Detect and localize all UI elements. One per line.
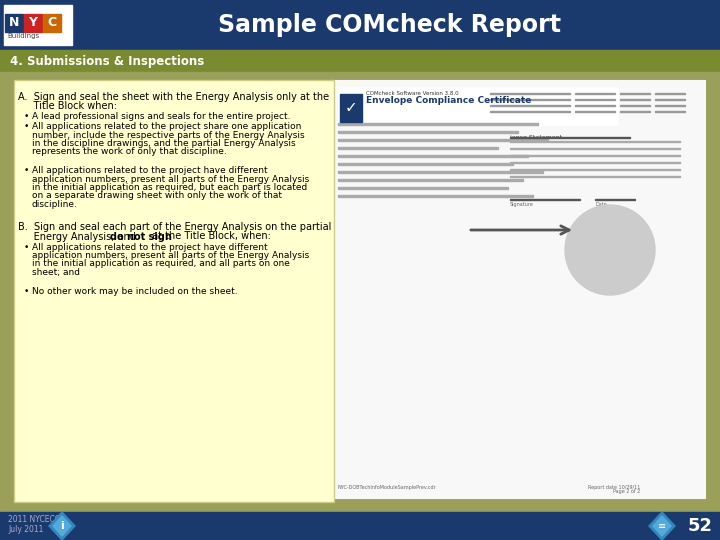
Text: NYC-DOBTechInfoModuleSamplePrev.cdr: NYC-DOBTechInfoModuleSamplePrev.cdr (338, 485, 437, 490)
Bar (0, 512, 720, 540)
Bar (655, 92, 685, 94)
Bar (338, 123, 538, 125)
Text: at the Title Block, when:: at the Title Block, when: (149, 232, 271, 241)
Text: Y: Y (29, 17, 37, 30)
Text: No other work may be included on the sheet.: No other work may be included on the she… (32, 287, 238, 295)
Text: discipline.: discipline. (32, 200, 78, 209)
Bar (510, 161, 680, 163)
Text: •: • (24, 112, 30, 121)
Text: number, include the respective parts of the Energy Analysis: number, include the respective parts of … (32, 131, 305, 139)
Text: •: • (24, 242, 30, 252)
Bar (340, 94, 362, 122)
Circle shape (565, 205, 655, 295)
Text: COMcheck Software Version 3.8.0: COMcheck Software Version 3.8.0 (366, 91, 459, 96)
Text: represents the work of only that discipline.: represents the work of only that discipl… (32, 147, 227, 157)
Bar (510, 147, 680, 149)
Bar (0, 72, 720, 512)
Bar (338, 147, 498, 149)
Text: Date: Date (595, 202, 607, 207)
Bar (655, 111, 685, 112)
Bar (655, 105, 685, 106)
Bar (490, 98, 570, 100)
Text: B.  Sign and seal each part of the Energy Analysis on the partial: B. Sign and seal each part of the Energy… (18, 222, 331, 233)
Bar (510, 154, 680, 156)
Text: Energy Analysis, and: Energy Analysis, and (18, 232, 139, 241)
Bar (5, 14, 23, 32)
Text: A.  Sign and seal the sheet with the Energy Analysis only at the: A. Sign and seal the sheet with the Ener… (18, 92, 329, 102)
Text: sheet; and: sheet; and (32, 268, 80, 277)
Bar (620, 98, 650, 100)
Text: All applications related to the project have different: All applications related to the project … (32, 166, 268, 175)
Text: All applications related to the project share one application: All applications related to the project … (32, 122, 302, 131)
Text: i: i (60, 521, 64, 531)
Bar (338, 87, 618, 125)
Text: •: • (24, 287, 30, 295)
Bar (338, 163, 513, 165)
Bar (338, 139, 548, 141)
Text: ✓: ✓ (345, 100, 357, 116)
Text: in the discipline drawings, and the partial Energy Analysis: in the discipline drawings, and the part… (32, 139, 296, 148)
Bar (655, 98, 685, 100)
Bar (338, 155, 528, 157)
Bar (330, 80, 705, 498)
Bar (510, 140, 680, 142)
Bar (510, 199, 580, 200)
Text: ≡: ≡ (658, 521, 666, 531)
Bar (338, 179, 523, 181)
Bar (0, 50, 720, 72)
Bar (338, 131, 518, 133)
Bar (510, 176, 680, 177)
Bar (575, 92, 615, 94)
Text: •: • (24, 122, 30, 131)
Text: N: N (9, 17, 19, 30)
Text: 2011 NYCECC: 2011 NYCECC (8, 516, 60, 524)
Bar (43, 14, 61, 32)
Text: on a separate drawing sheet with only the work of that: on a separate drawing sheet with only th… (32, 192, 282, 200)
Polygon shape (53, 516, 71, 536)
Bar (338, 187, 508, 189)
Text: •: • (24, 166, 30, 175)
Bar (490, 105, 570, 106)
Text: do not sign: do not sign (110, 232, 172, 241)
Bar (575, 111, 615, 112)
Text: A lead professional signs and seals for the entire project.: A lead professional signs and seals for … (32, 112, 290, 121)
Text: July 2011: July 2011 (8, 524, 43, 534)
Bar (595, 199, 635, 200)
Text: in the initial application as required, but each part is located: in the initial application as required, … (32, 183, 307, 192)
Text: Report date 10/29/11: Report date 10/29/11 (588, 485, 640, 490)
Bar (0, 0, 720, 50)
Bar (510, 168, 680, 170)
Bar (490, 92, 570, 94)
Polygon shape (49, 512, 75, 540)
Text: Signature: Signature (510, 202, 534, 207)
Bar (510, 137, 630, 138)
Text: Sample COMcheck Report: Sample COMcheck Report (218, 13, 562, 37)
Bar (620, 105, 650, 106)
Bar (575, 98, 615, 100)
Text: 52: 52 (688, 517, 713, 535)
Text: All applications related to the project have different: All applications related to the project … (32, 242, 268, 252)
Bar (338, 171, 543, 173)
Bar (24, 14, 42, 32)
Text: Envelope Compliance Certificate: Envelope Compliance Certificate (366, 96, 531, 105)
Bar (338, 195, 533, 197)
Polygon shape (649, 512, 675, 540)
Text: application numbers, present all parts of the Energy Analysis: application numbers, present all parts o… (32, 251, 310, 260)
Text: in the initial application as required, and all parts on one: in the initial application as required, … (32, 260, 290, 268)
Bar (620, 92, 650, 94)
Bar (575, 105, 615, 106)
Text: iance Statement: iance Statement (510, 135, 562, 140)
Text: Title Block when:: Title Block when: (18, 101, 117, 111)
Text: C: C (48, 17, 57, 30)
Bar (620, 111, 650, 112)
FancyBboxPatch shape (14, 80, 334, 502)
Bar (4, 5, 72, 45)
Text: application numbers, present all parts of the Energy Analysis: application numbers, present all parts o… (32, 174, 310, 184)
Bar (490, 111, 570, 112)
Text: 4. Submissions & Inspections: 4. Submissions & Inspections (10, 55, 204, 68)
Polygon shape (653, 516, 671, 536)
Text: Page 2 of 2: Page 2 of 2 (613, 489, 640, 494)
Text: Buildings: Buildings (7, 33, 39, 39)
